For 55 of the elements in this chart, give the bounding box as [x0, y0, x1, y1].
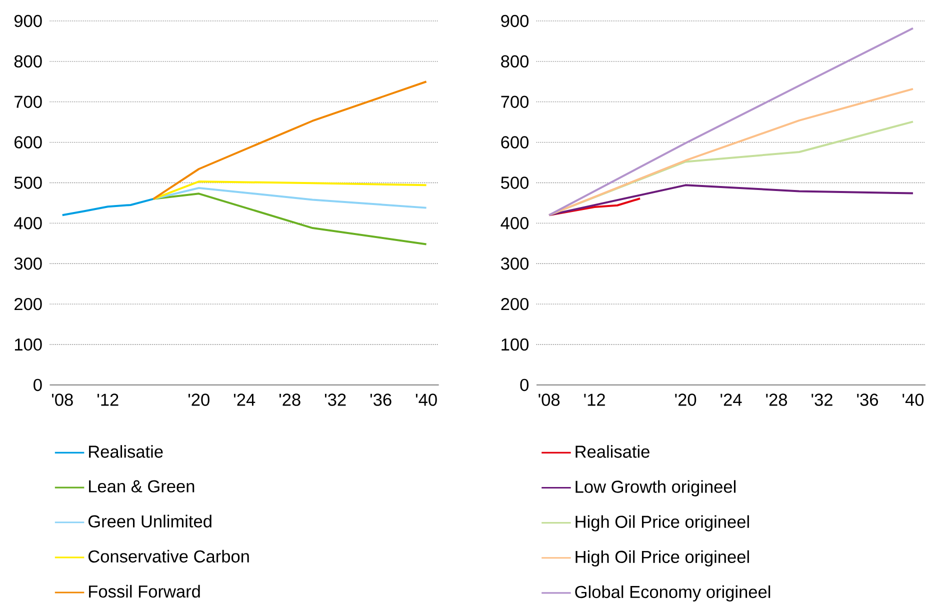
legend-label: Fossil Forward [89, 585, 200, 598]
y-tick-label: 600 [501, 136, 529, 148]
x-tick-label: '28 [766, 394, 788, 406]
y-tick-label: 300 [501, 258, 529, 270]
line-series [152, 80, 428, 200]
x-tick-label: '32 [812, 394, 832, 406]
x-tick-label: '28 [279, 394, 300, 406]
x-tick-label: '32 [324, 394, 346, 406]
line-series [548, 198, 642, 216]
y-tick-label: 200 [14, 298, 42, 310]
legend-label: Lean & Green [89, 480, 194, 493]
x-tick-label: '40 [902, 394, 924, 406]
line-series [152, 180, 428, 200]
y-tick-label: 400 [500, 217, 529, 230]
y-tick-label: 900 [501, 14, 529, 28]
y-tick-label: 400 [14, 217, 42, 230]
x-tick-label: '24 [234, 394, 256, 406]
x-tick-label: '36 [370, 394, 392, 406]
line-series [548, 88, 914, 216]
y-tick-label: 300 [14, 258, 42, 270]
y-tick-label: 100 [502, 338, 529, 351]
legend-label: Green Unlimited [88, 514, 212, 528]
legend-label: Realisatie [576, 445, 650, 458]
y-tick-label: 900 [14, 14, 42, 28]
y-tick-label: 500 [501, 176, 529, 189]
x-tick-label: '12 [584, 394, 605, 406]
legend-label: Low Growth origineel [576, 480, 736, 496]
legend-label: Conservative Carbon [88, 550, 249, 563]
x-tick-label: '36 [857, 394, 878, 406]
x-tick-label: '08 [538, 394, 560, 406]
y-tick-label: 800 [501, 55, 529, 68]
y-tick-label: 600 [14, 136, 42, 148]
x-tick-label: '08 [52, 394, 73, 406]
legend-label: Global Economy origineel [575, 585, 770, 602]
line-series [61, 198, 154, 216]
x-tick-label: '40 [416, 394, 437, 406]
legend-label: High Oil Price origineel [576, 550, 749, 567]
y-tick-label: 0 [520, 378, 529, 392]
y-tick-label: 100 [14, 338, 42, 351]
x-tick-label: '12 [97, 394, 118, 406]
y-tick-label: 200 [501, 298, 529, 310]
x-tick-label: '24 [720, 394, 742, 406]
line-series [548, 27, 914, 216]
y-tick-label: 700 [501, 96, 529, 108]
legend-label: High Oil Price origineel [576, 515, 749, 532]
line-series [548, 184, 914, 216]
y-tick-label: 500 [14, 176, 42, 189]
x-tick-label: '20 [675, 394, 696, 406]
x-tick-label: '20 [188, 394, 210, 406]
y-tick-label: 700 [14, 96, 42, 108]
line-series [152, 192, 428, 246]
y-tick-label: 0 [34, 378, 42, 392]
legend-label: Realisatie [89, 445, 163, 458]
y-tick-label: 800 [14, 55, 42, 68]
line-series [152, 187, 428, 209]
